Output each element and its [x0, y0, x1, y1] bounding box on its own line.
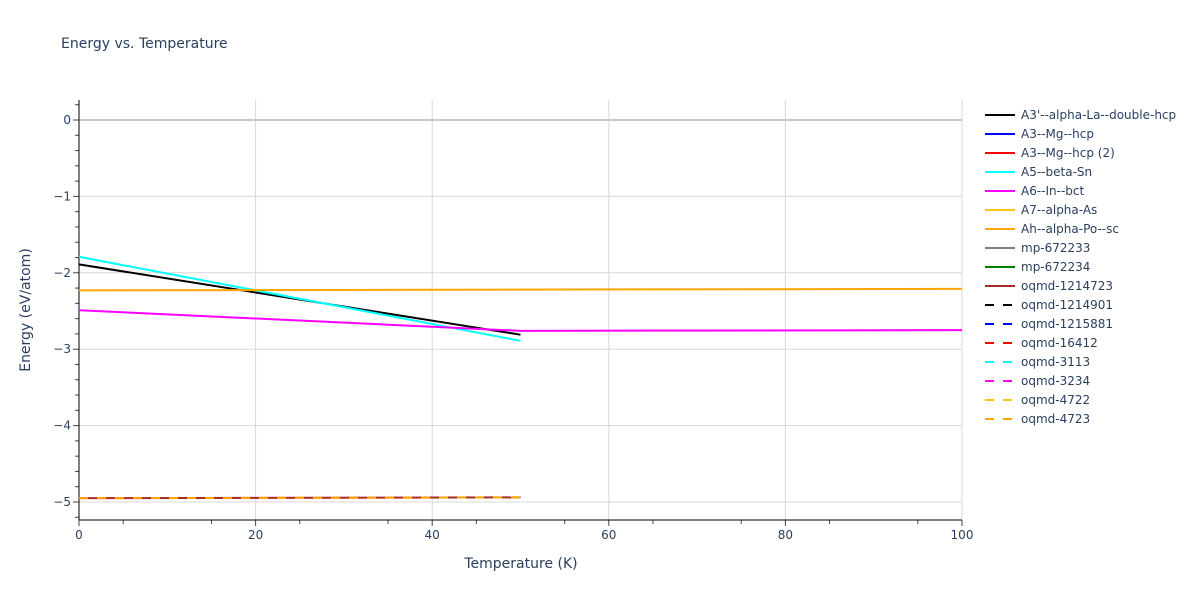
- y-tick-label: −5: [53, 495, 71, 509]
- legend-line-icon: [985, 265, 1015, 268]
- legend-label: A6--In--bct: [1021, 183, 1085, 198]
- legend-label: A3--Mg--hcp (2): [1021, 145, 1115, 160]
- legend-label: oqmd-3234: [1021, 373, 1091, 388]
- legend-item[interactable]: mp-672233: [985, 238, 1176, 257]
- legend-label: mp-672233: [1021, 240, 1091, 255]
- legend-label: oqmd-4722: [1021, 392, 1091, 407]
- legend-item[interactable]: oqmd-3113: [985, 352, 1176, 371]
- y-tick-label: 0: [63, 113, 71, 127]
- y-tick-label: −3: [53, 342, 71, 356]
- legend-item[interactable]: oqmd-3234: [985, 371, 1176, 390]
- data-traces: [78, 255, 963, 500]
- legend-line-icon: [985, 113, 1015, 116]
- trace-line[interactable]: [78, 496, 521, 500]
- legend-item[interactable]: oqmd-1215881: [985, 314, 1176, 333]
- legend-item[interactable]: A5--beta-Sn: [985, 162, 1176, 181]
- trace-line[interactable]: [78, 287, 963, 292]
- y-tick-label: −1: [53, 189, 71, 203]
- legend-item[interactable]: oqmd-4723: [985, 409, 1176, 428]
- legend-label: oqmd-1215881: [1021, 316, 1114, 331]
- legend-line-icon: [985, 189, 1015, 192]
- legend-item[interactable]: oqmd-16412: [985, 333, 1176, 352]
- y-tick-label: −2: [53, 266, 71, 280]
- legend: A3'--alpha-La--double-hcp A3--Mg--hcp A3--…: [985, 105, 1176, 428]
- legend-item[interactable]: oqmd-4722: [985, 390, 1176, 409]
- legend-label: mp-672234: [1021, 259, 1091, 274]
- y-axis-title: Energy (eV/atom): [18, 248, 34, 372]
- legend-label: Ah--alpha-Po--sc: [1021, 221, 1119, 236]
- legend-label: oqmd-3113: [1021, 354, 1091, 369]
- legend-line-icon: [985, 398, 1015, 401]
- legend-line-icon: [985, 360, 1015, 363]
- legend-label: A7--alpha-As: [1021, 202, 1098, 217]
- legend-item[interactable]: A3--Mg--hcp: [985, 124, 1176, 143]
- legend-line-icon: [985, 170, 1015, 173]
- legend-item[interactable]: A3--Mg--hcp (2): [985, 143, 1176, 162]
- legend-label: oqmd-4723: [1021, 411, 1091, 426]
- legend-item[interactable]: A6--In--bct: [985, 181, 1176, 200]
- trace-line[interactable]: [78, 309, 963, 332]
- legend-item[interactable]: oqmd-1214901: [985, 295, 1176, 314]
- legend-item[interactable]: A3'--alpha-La--double-hcp: [985, 105, 1176, 124]
- x-tick-label: 100: [951, 528, 974, 542]
- legend-line-icon: [985, 322, 1015, 325]
- legend-line-icon: [985, 227, 1015, 230]
- legend-line-icon: [985, 208, 1015, 211]
- x-axis-title: Temperature (K): [463, 556, 577, 572]
- legend-label: A3--Mg--hcp: [1021, 126, 1094, 141]
- legend-line-icon: [985, 151, 1015, 154]
- legend-label: oqmd-1214901: [1021, 297, 1114, 312]
- legend-item[interactable]: mp-672234: [985, 257, 1176, 276]
- legend-line-icon: [985, 132, 1015, 135]
- y-tick-label: −4: [53, 419, 71, 433]
- legend-line-icon: [985, 341, 1015, 344]
- x-tick-label: 0: [75, 528, 83, 542]
- x-tick-label: 20: [248, 528, 263, 542]
- x-tick-label: 40: [425, 528, 440, 542]
- legend-line-icon: [985, 379, 1015, 382]
- legend-line-icon: [985, 246, 1015, 249]
- chart-title: Energy vs. Temperature: [61, 36, 228, 52]
- legend-label: oqmd-16412: [1021, 335, 1098, 350]
- legend-item[interactable]: A7--alpha-As: [985, 200, 1176, 219]
- legend-line-icon: [985, 284, 1015, 287]
- gridlines: [79, 100, 963, 520]
- legend-item[interactable]: oqmd-1214723: [985, 276, 1176, 295]
- legend-label: A3'--alpha-La--double-hcp: [1021, 107, 1177, 122]
- x-tick-label: 60: [601, 528, 616, 542]
- legend-line-icon: [985, 417, 1015, 420]
- axes: 0 20 40 60 80 100 0 −1 −2 −3 −4 −5: [53, 100, 973, 542]
- legend-line-icon: [985, 303, 1015, 306]
- x-tick-label: 80: [778, 528, 793, 542]
- legend-label: A5--beta-Sn: [1021, 164, 1093, 179]
- legend-item[interactable]: Ah--alpha-Po--sc: [985, 219, 1176, 238]
- legend-label: oqmd-1214723: [1021, 278, 1114, 293]
